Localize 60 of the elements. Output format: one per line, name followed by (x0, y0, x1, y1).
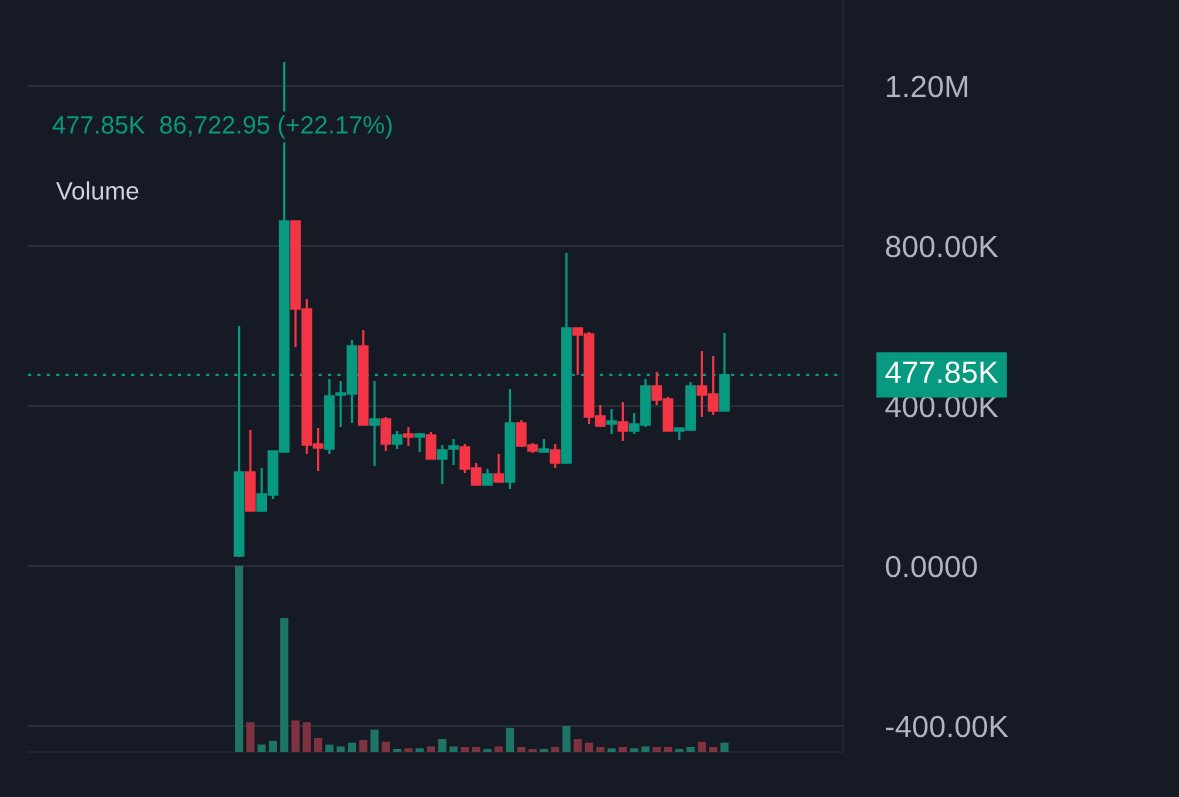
bar (618, 746, 627, 752)
bar (539, 749, 548, 752)
candlestick (369, 379, 380, 468)
bar (280, 618, 289, 752)
candlestick (617, 400, 629, 443)
annotation: 477.85K 86,722.95 (+22.17%) (52, 115, 392, 139)
bar (393, 749, 402, 752)
bar (370, 729, 379, 752)
bar (607, 748, 616, 752)
bar (494, 746, 503, 752)
candlestick (549, 442, 561, 470)
bar (551, 746, 560, 752)
bar (291, 720, 300, 752)
bar (517, 746, 526, 752)
y-tick-label: 400.00K (885, 395, 999, 418)
y-tick-label: 0.0000 (885, 555, 977, 578)
bar (652, 746, 661, 752)
bar (562, 725, 571, 752)
bar (573, 738, 582, 752)
bar (483, 749, 492, 752)
candlestick (403, 425, 414, 448)
bar (596, 746, 605, 752)
bar (720, 742, 729, 752)
bar (235, 566, 244, 752)
bar (505, 727, 515, 752)
bar (246, 722, 255, 752)
bar (438, 738, 447, 752)
bar (709, 746, 718, 752)
bar (381, 741, 390, 752)
bar (449, 746, 458, 752)
bar (426, 746, 436, 752)
bar (630, 748, 639, 752)
bar (686, 746, 695, 752)
bar (257, 744, 266, 752)
bar (325, 744, 334, 752)
y-tick-label: 1.20M (887, 75, 968, 98)
bar (347, 742, 357, 752)
bar (404, 748, 413, 752)
candlestick (425, 430, 437, 461)
bar (663, 746, 673, 752)
bar (675, 749, 684, 752)
bar (336, 746, 345, 752)
bar (415, 748, 424, 752)
bar (697, 741, 706, 752)
text: Volume (56, 181, 139, 200)
bar (302, 722, 311, 752)
candlestick (414, 431, 426, 454)
bar (528, 749, 537, 752)
candlestick (606, 407, 617, 436)
bar (641, 746, 650, 752)
bar (460, 746, 469, 752)
ref-line-label: 477.85K (885, 361, 999, 384)
bar (314, 738, 323, 752)
y-tick-label: 800.00K (885, 235, 999, 258)
bar (359, 739, 368, 752)
bar (584, 742, 594, 752)
bar (268, 740, 278, 752)
y-tick-label: -400.00K (886, 715, 1009, 738)
candlestick (493, 452, 505, 484)
bar (472, 746, 481, 752)
